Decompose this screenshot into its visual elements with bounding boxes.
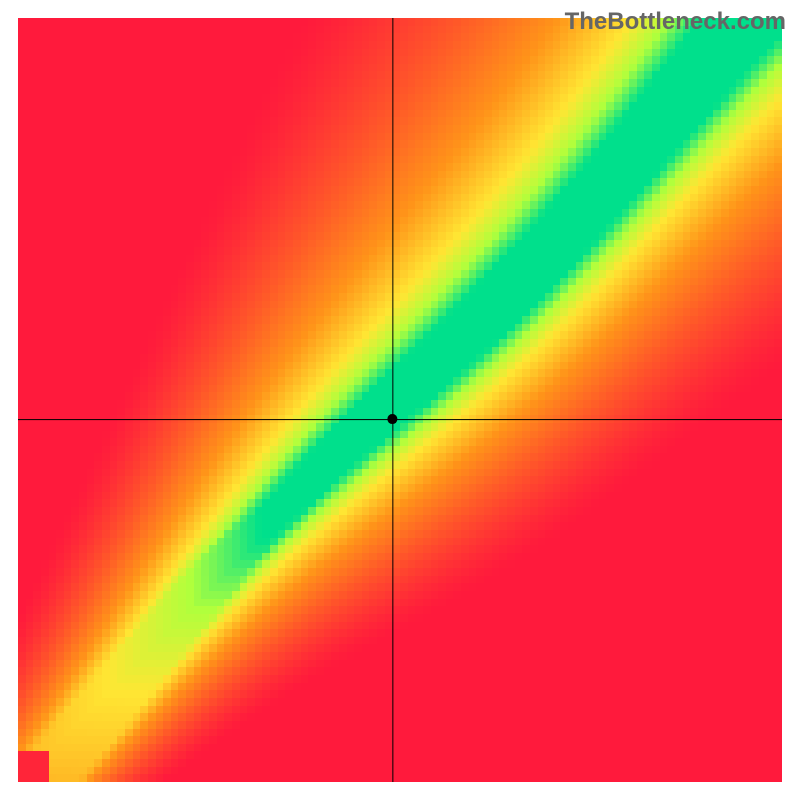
bottleneck-heatmap <box>18 18 782 782</box>
chart-container: TheBottleneck.com <box>0 0 800 800</box>
watermark-text: TheBottleneck.com <box>565 8 786 36</box>
